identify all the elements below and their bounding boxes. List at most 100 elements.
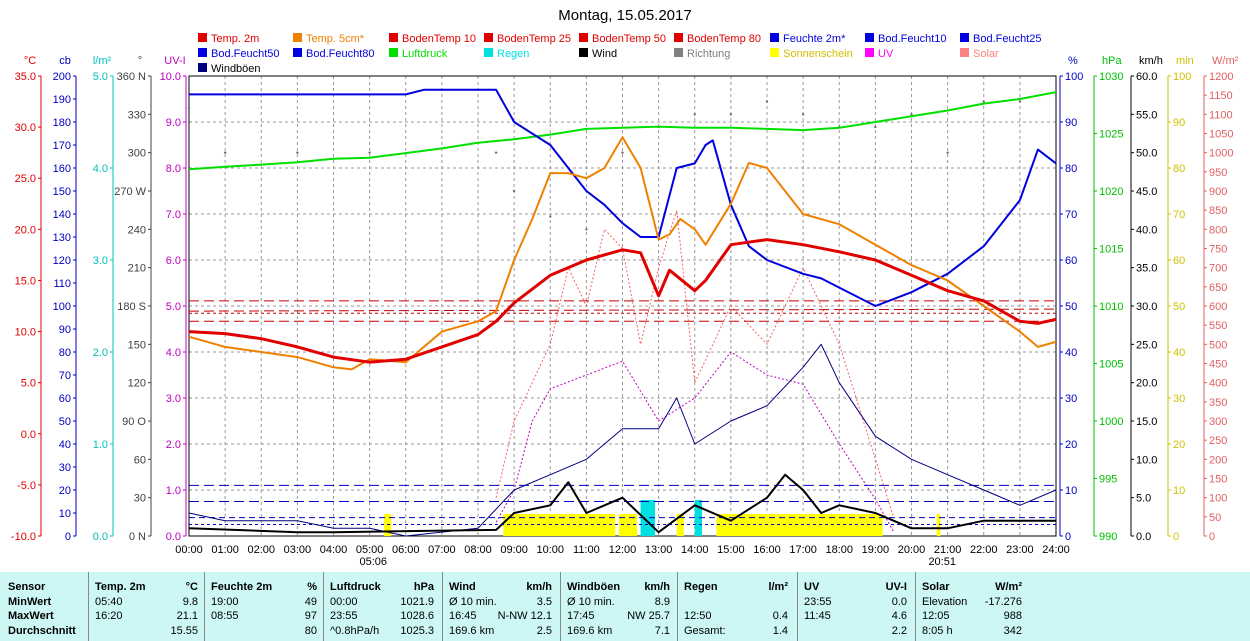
legend-swatch bbox=[865, 33, 874, 42]
axis-tick-label-cb: 40 bbox=[59, 439, 71, 451]
axis-tick-label-rain: 4.0 bbox=[93, 163, 108, 175]
axis-tick-label-cb: 90 bbox=[59, 324, 71, 336]
x-tick-label: 16:00 bbox=[753, 544, 781, 556]
series-point-richtung bbox=[187, 106, 191, 110]
table-group-unit: °C bbox=[185, 581, 198, 593]
axis-tick-label-uv: 10.0 bbox=[160, 71, 181, 83]
table-cell-time: 08:55 bbox=[211, 610, 239, 622]
x-axis: 00:00 01:00 02:00 03:00 04:00 05:00 06:00 07:00… bbox=[175, 544, 1070, 568]
table-group-unit: km/h bbox=[526, 581, 552, 593]
chart-title: Montag, 15.05.2017 bbox=[558, 7, 691, 24]
legend-label: Bod.Feucht50 bbox=[211, 48, 280, 60]
axis-tick-label-solar: 900 bbox=[1209, 186, 1227, 198]
axis-tick-label-press: 1025 bbox=[1099, 129, 1123, 141]
table-group-name: Solar bbox=[922, 581, 950, 593]
series-point-richtung bbox=[874, 125, 877, 129]
legend-swatch bbox=[198, 63, 207, 72]
legend-swatch bbox=[674, 48, 683, 57]
table-cell-time: 23:55 bbox=[804, 596, 832, 608]
axis-tick-label-min: 70 bbox=[1173, 209, 1185, 221]
axis-tick-label-cb: 130 bbox=[53, 232, 71, 244]
table-separator bbox=[323, 572, 324, 641]
axis-tick-label-dir: 180 S bbox=[117, 301, 146, 313]
axis-tick-label-solar: 650 bbox=[1209, 282, 1227, 294]
x-tick-label: 11:00 bbox=[573, 544, 600, 556]
axis-tick-label-dir: 360 N bbox=[117, 71, 146, 83]
axis-tick-label-uv: 8.0 bbox=[166, 163, 181, 175]
table-cell-value: 15.55 bbox=[170, 625, 198, 637]
axis-tick-label-cb: 10 bbox=[59, 508, 71, 520]
x-tick-label: 07:00 bbox=[428, 544, 456, 556]
axis-tick-label-wind: 20.0 bbox=[1136, 378, 1157, 390]
series-point-richtung bbox=[512, 189, 516, 193]
axis-tick-label-hum: 40 bbox=[1065, 347, 1077, 359]
axis-tick-label-min: 0 bbox=[1173, 531, 1179, 543]
legend-label: Regen bbox=[497, 48, 529, 60]
x-tick-label: 02:00 bbox=[247, 544, 275, 556]
table-group-name: Luftdruck bbox=[330, 581, 381, 593]
axis-tick-label-press: 1000 bbox=[1099, 416, 1123, 428]
left-axes: °C 35.0 30.0 25.0 20.0 15.0 10.0 5.0 0.0 -5.0 -10.… bbox=[11, 55, 187, 543]
axis-tick-label-wind: 5.0 bbox=[1136, 493, 1151, 505]
axis-tick-label-solar: 1150 bbox=[1209, 90, 1233, 102]
axis-tick-label-hum: 80 bbox=[1065, 163, 1077, 175]
x-tick-label: 23:00 bbox=[1006, 544, 1034, 556]
axis-tick-label-temp: 20.0 bbox=[15, 224, 36, 236]
axis-tick-label-wind: 10.0 bbox=[1136, 454, 1157, 466]
x-tick-label: 10:00 bbox=[536, 544, 564, 556]
table-cell-value: 1025.3 bbox=[400, 625, 434, 637]
axis-unit-hum: % bbox=[1068, 55, 1078, 67]
axis-tick-label-solar: 50 bbox=[1209, 512, 1221, 524]
axis-tick-label-wind: 15.0 bbox=[1136, 416, 1157, 428]
axis-tick-label-cb: 20 bbox=[59, 485, 71, 497]
legend-label: Sonnenschein bbox=[783, 48, 853, 60]
legend-label: UV bbox=[878, 48, 894, 60]
legend-swatch bbox=[674, 33, 683, 42]
axis-tick-label-wind: 40.0 bbox=[1136, 224, 1157, 236]
table-row-label: MaxWert bbox=[8, 610, 54, 622]
axis-tick-label-temp: 5.0 bbox=[21, 378, 36, 390]
table-separator bbox=[88, 572, 89, 641]
plot-area bbox=[187, 75, 1058, 537]
table-cell-value: 0.0 bbox=[891, 596, 907, 608]
series-line-wind bbox=[188, 473, 1056, 534]
axis-tick-label-wind: 60.0 bbox=[1136, 71, 1157, 83]
legend-label: Feuchte 2m* bbox=[783, 33, 846, 45]
axis-tick-label-hum: 10 bbox=[1065, 485, 1077, 497]
x-tick-label: 03:00 bbox=[284, 544, 312, 556]
axis-tick-label-wind: 25.0 bbox=[1136, 339, 1157, 351]
axis-tick-label-dir: 0 N bbox=[129, 531, 146, 543]
axis-tick-label-cb: 80 bbox=[59, 347, 71, 359]
axis-tick-label-hum: 20 bbox=[1065, 439, 1077, 451]
axis-tick-label-min: 10 bbox=[1173, 485, 1185, 497]
axis-tick-label-uv: 5.0 bbox=[166, 301, 181, 313]
axis-tick-label-solar: 1000 bbox=[1209, 148, 1233, 160]
table-group-unit: km/h bbox=[644, 581, 670, 593]
sunshine-bar bbox=[716, 514, 883, 536]
axis-tick-label-cb: 100 bbox=[53, 301, 71, 313]
axis-tick-label-min: 50 bbox=[1173, 301, 1185, 313]
axis-tick-label-uv: 7.0 bbox=[166, 209, 181, 221]
axis-tick-label-dir: 300 bbox=[128, 148, 146, 160]
axis-tick-label-dir: 150 bbox=[128, 339, 146, 351]
axis-tick-label-rain: 0.0 bbox=[93, 531, 108, 543]
axis-unit-solar: W/m² bbox=[1212, 55, 1239, 67]
axis-unit-min: min bbox=[1176, 55, 1194, 67]
sunshine-bar bbox=[503, 514, 616, 536]
axis-tick-label-solar: 250 bbox=[1209, 435, 1227, 447]
axis-tick-label-hum: 90 bbox=[1065, 117, 1077, 129]
axis-unit-press: hPa bbox=[1102, 55, 1122, 67]
x-tick-label: 21:00 bbox=[934, 544, 962, 556]
axis-tick-label-dir: 60 bbox=[134, 454, 146, 466]
axis-tick-label-solar: 400 bbox=[1209, 378, 1227, 390]
table-cell-time: 16:45 bbox=[449, 610, 477, 622]
series-line-solar bbox=[495, 209, 894, 517]
series-point-richtung bbox=[223, 151, 227, 154]
axis-unit-temp: °C bbox=[24, 55, 36, 67]
table-group-name: Regen bbox=[684, 581, 718, 593]
axis-tick-label-solar: 200 bbox=[1209, 454, 1227, 466]
axis-tick-label-wind: 45.0 bbox=[1136, 186, 1157, 198]
axis-tick-label-rain: 1.0 bbox=[93, 439, 108, 451]
table-row-label: MinWert bbox=[8, 596, 52, 608]
table-cell-time: 11:45 bbox=[804, 610, 831, 622]
